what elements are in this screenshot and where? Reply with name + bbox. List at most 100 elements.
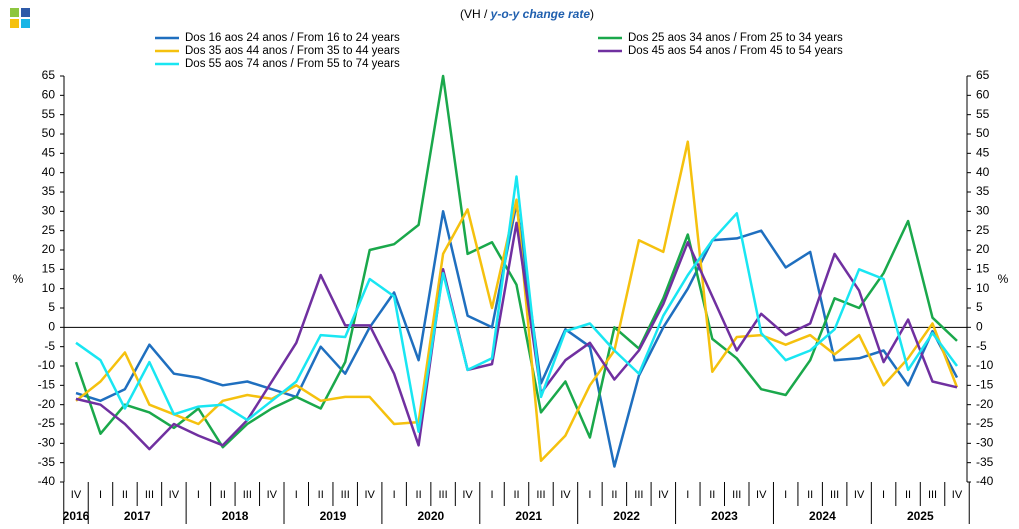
year-label: 2024 <box>809 509 836 523</box>
x-tick-label: I <box>490 489 493 501</box>
y-tick-label: 65 <box>42 68 56 82</box>
logo <box>10 8 19 17</box>
y2-tick-label: 10 <box>976 281 990 295</box>
series-line <box>75 175 959 433</box>
x-tick-label: II <box>416 489 422 501</box>
y2-tick-label: 40 <box>976 165 990 179</box>
y2-tick-label: -40 <box>976 474 994 488</box>
y2-tick-label: 20 <box>976 242 990 256</box>
legend-label: Dos 45 aos 54 anos / From 45 to 54 years <box>628 45 843 57</box>
x-tick-label: IV <box>560 489 571 501</box>
x-tick-label: II <box>611 489 617 501</box>
x-tick-label: I <box>393 489 396 501</box>
x-tick-label: IV <box>756 489 767 501</box>
y2-tick-label: -10 <box>976 358 994 372</box>
y-tick-label: 25 <box>42 223 56 237</box>
y-tick-label: -15 <box>38 378 56 392</box>
x-tick-label: I <box>882 489 885 501</box>
x-tick-label: I <box>784 489 787 501</box>
y2-tick-label: -5 <box>976 339 987 353</box>
y2-tick-label: 35 <box>976 184 990 198</box>
subtitle: (VH / y-o-y change rate) <box>460 7 594 21</box>
y2-tick-label: -30 <box>976 436 994 450</box>
year-label: 2018 <box>222 509 249 523</box>
y2-tick-label: 50 <box>976 126 990 140</box>
y-tick-label: -10 <box>38 358 56 372</box>
x-tick-label: II <box>220 489 226 501</box>
y2-tick-label: -15 <box>976 378 994 392</box>
x-tick-label: IV <box>364 489 375 501</box>
logo <box>21 8 30 17</box>
x-tick-label: III <box>928 489 937 501</box>
x-tick-label: II <box>905 489 911 501</box>
y2-tick-label: 15 <box>976 262 990 276</box>
subtitle-prefix: (VH / <box>460 7 488 21</box>
x-tick-label: III <box>634 489 643 501</box>
x-tick-label: III <box>341 489 350 501</box>
x-tick-label: IV <box>267 489 278 501</box>
x-tick-label: III <box>830 489 839 501</box>
legend-label: Dos 35 aos 44 anos / From 35 to 44 years <box>185 45 400 57</box>
x-tick-label: IV <box>952 489 963 501</box>
x-tick-label: I <box>197 489 200 501</box>
subtitle-emphasis: y-o-y change rate <box>490 7 591 21</box>
series-line <box>75 221 958 451</box>
x-tick-label: I <box>588 489 591 501</box>
y2-tick-label: 25 <box>976 223 990 237</box>
y2-tick-label: -20 <box>976 397 994 411</box>
y2-tick-label: 30 <box>976 204 990 218</box>
x-tick-label: I <box>99 489 102 501</box>
year-label: 2017 <box>124 509 151 523</box>
year-label: 2016 <box>63 509 90 523</box>
y-tick-label: 60 <box>42 88 56 102</box>
y2-tick-label: 55 <box>976 107 990 121</box>
x-tick-label: III <box>536 489 545 501</box>
y-tick-label: 40 <box>42 165 56 179</box>
y-tick-label: 55 <box>42 107 56 121</box>
y-tick-label: -30 <box>38 436 56 450</box>
legend-label: Dos 16 aos 24 anos / From 16 to 24 years <box>185 32 400 44</box>
y2-axis-label: % <box>998 272 1009 286</box>
x-tick-label: III <box>243 489 252 501</box>
year-label: 2022 <box>613 509 640 523</box>
y-tick-label: 5 <box>48 300 55 314</box>
x-tick-label: IV <box>462 489 473 501</box>
y-tick-label: -40 <box>38 474 56 488</box>
x-tick-label: IV <box>71 489 82 501</box>
y2-tick-label: 45 <box>976 146 990 160</box>
y-tick-label: -20 <box>38 397 56 411</box>
x-tick-label: I <box>686 489 689 501</box>
y-tick-label: 30 <box>42 204 56 218</box>
y2-tick-label: 65 <box>976 68 990 82</box>
logo <box>21 19 30 28</box>
y-tick-label: -25 <box>38 416 56 430</box>
y-axis-label: % <box>13 272 24 286</box>
x-tick-label: III <box>732 489 741 501</box>
y2-tick-label: 60 <box>976 88 990 102</box>
x-tick-label: IV <box>169 489 180 501</box>
y-tick-label: 50 <box>42 126 56 140</box>
y-tick-label: 10 <box>42 281 56 295</box>
y-tick-label: 45 <box>42 146 56 160</box>
x-tick-label: III <box>438 489 447 501</box>
x-tick-label: III <box>145 489 154 501</box>
y2-tick-label: 5 <box>976 300 983 314</box>
x-tick-label: II <box>122 489 128 501</box>
logo <box>10 19 19 28</box>
y-tick-label: 0 <box>48 320 55 334</box>
year-label: 2023 <box>711 509 738 523</box>
series-line <box>75 140 959 462</box>
x-tick-label: II <box>318 489 324 501</box>
y2-tick-label: -35 <box>976 455 994 469</box>
x-tick-label: II <box>709 489 715 501</box>
x-tick-label: II <box>807 489 813 501</box>
series-line <box>75 202 959 468</box>
x-tick-label: II <box>513 489 519 501</box>
y-tick-label: 15 <box>42 262 56 276</box>
year-label: 2025 <box>907 509 934 523</box>
y-tick-label: -35 <box>38 455 56 469</box>
year-label: 2020 <box>417 509 444 523</box>
series-line <box>74 74 958 449</box>
year-label: 2019 <box>320 509 347 523</box>
legend-label: Dos 55 aos 74 anos / From 55 to 74 years <box>185 58 400 70</box>
